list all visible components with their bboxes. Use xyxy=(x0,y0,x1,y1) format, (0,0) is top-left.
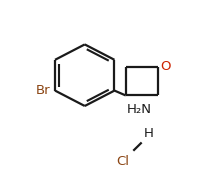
Text: Br: Br xyxy=(36,84,51,97)
Text: Cl: Cl xyxy=(116,155,129,168)
Text: H: H xyxy=(144,127,154,140)
Text: H₂N: H₂N xyxy=(127,103,152,116)
Text: O: O xyxy=(160,60,171,73)
